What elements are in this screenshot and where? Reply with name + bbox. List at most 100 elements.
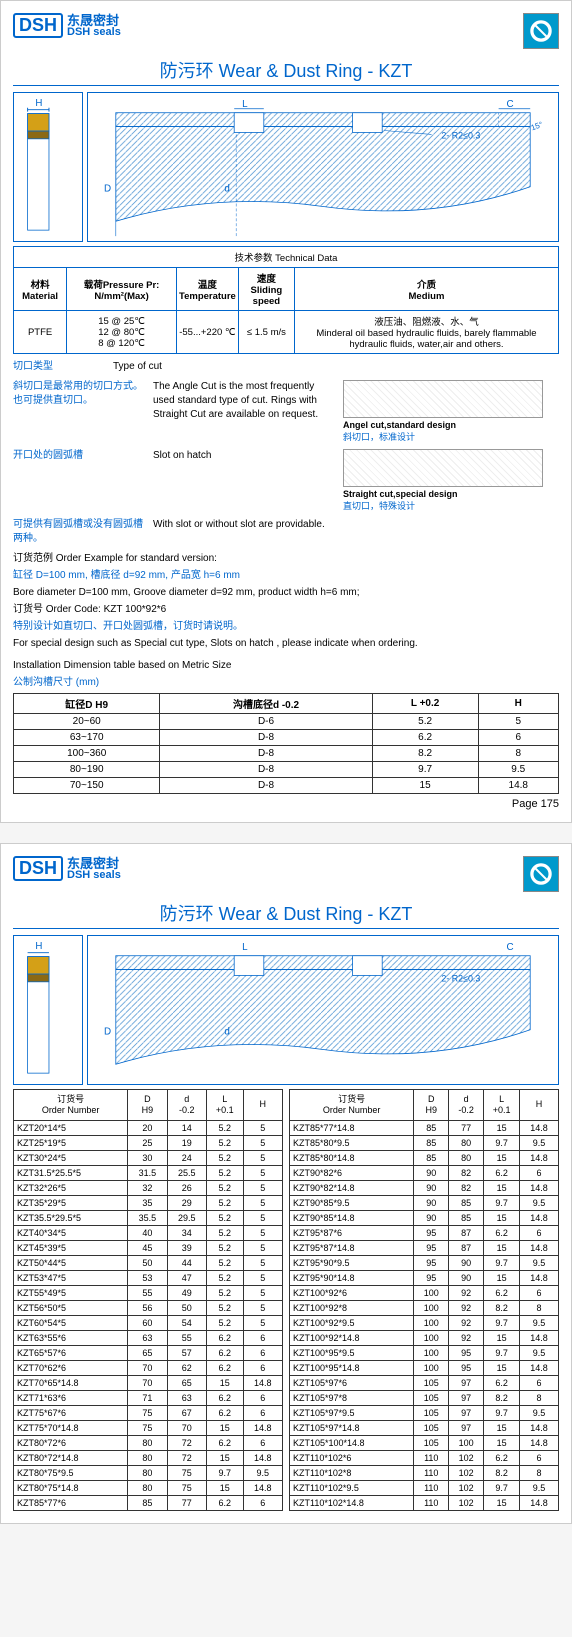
- straight-cut-cn: 直切口，特殊设计: [343, 501, 415, 511]
- svg-text:d: d: [224, 184, 229, 195]
- col-material: 材料Material: [14, 268, 67, 311]
- special-cn: 特别设计如直切口、开口处圆弧槽，订货时请说明。: [13, 620, 559, 634]
- diagram-cross-section: L C 2- R2≤0.3 15° D d: [87, 92, 559, 242]
- slot-label-cn: 开口处的圆弧槽: [13, 449, 143, 463]
- table-row: 80~190D-89.79.5: [14, 762, 559, 778]
- table-row: KZT100*95*9.5100959.79.5: [290, 1345, 559, 1360]
- table-row: KZT70*62*670626.26: [14, 1360, 283, 1375]
- table-row: 20~60D-65.25: [14, 714, 559, 730]
- angle-cut-cn: 斜切口是最常用的切口方式。也可提供直切口。: [13, 380, 143, 408]
- col-medium: 介质Medium: [294, 268, 558, 311]
- table-row: KZT25*19*525195.25: [14, 1135, 283, 1150]
- tech-header: 技术参数 Technical Data: [14, 247, 559, 268]
- straight-cut-diagram: [343, 449, 543, 487]
- table-row: KZT105*100*14.81051001514.8: [290, 1435, 559, 1450]
- install-sub: 公制沟槽尺寸 (mm): [13, 676, 559, 690]
- table-row: KZT100*92*9.5100929.79.5: [290, 1315, 559, 1330]
- table-row: KZT80*75*14.880751514.8: [14, 1480, 283, 1495]
- dim-col-l: L +0.2: [372, 694, 478, 714]
- table-row: KZT71*63*671636.26: [14, 1390, 283, 1405]
- val-medium: 液压油、阻燃液、水、气 Minderal oil based hydraulic…: [294, 311, 558, 354]
- straight-cut-label: Straight cut,special design: [343, 489, 458, 499]
- svg-text:H: H: [35, 941, 42, 952]
- table-row: KZT63*55*663556.26: [14, 1330, 283, 1345]
- table-row: KZT31.5*25.5*531.525.55.25: [14, 1165, 283, 1180]
- table-row: KZT100*95*14.8100951514.8: [290, 1360, 559, 1375]
- svg-text:2- R2≤0.3: 2- R2≤0.3: [441, 973, 480, 983]
- page-number: Page 175: [13, 798, 559, 810]
- logo-mark: DSH: [13, 13, 63, 38]
- page-header: DSH 东晟密封 DSH seals: [13, 13, 559, 49]
- val-pressure: 15 @ 25℃ 12 @ 80℃ 8 @ 120℃: [67, 311, 177, 354]
- val-speed: ≤ 1.5 m/s: [238, 311, 294, 354]
- table-row: KZT90*82*690826.26: [290, 1165, 559, 1180]
- technical-data-table: 技术参数 Technical Data 材料Material 载荷Pressur…: [13, 246, 559, 354]
- label-h: H: [35, 98, 42, 109]
- special-en: For special design such as Special cut t…: [13, 637, 559, 651]
- page-header-2: DSH 东晟密封 DSH seals: [13, 856, 559, 892]
- angel-cut-cn: 斜切口，标准设计: [343, 432, 415, 442]
- slot-label-en: Slot on hatch: [153, 449, 333, 463]
- order-example-cn: 缸径 D=100 mm, 槽底径 d=92 mm, 产品宽 h=6 mm: [13, 569, 559, 583]
- svg-text:D: D: [104, 1027, 111, 1038]
- svg-text:d: d: [224, 1027, 229, 1038]
- table-row: KZT75*67*675676.26: [14, 1405, 283, 1420]
- angle-cut-en: The Angle Cut is the most frequently use…: [153, 380, 333, 422]
- table-row: KZT95*90*9.595909.79.5: [290, 1255, 559, 1270]
- table-row: KZT40*34*540345.25: [14, 1225, 283, 1240]
- table-row: KZT90*82*14.890821514.8: [290, 1180, 559, 1195]
- table-row: KZT100*92*14.8100921514.8: [290, 1330, 559, 1345]
- page-title-2: 防污环 Wear & Dust Ring - KZT: [13, 900, 559, 929]
- order-table-right: 订货号Order Number D H9 d -0.2 L +0.1 H KZT…: [289, 1089, 559, 1511]
- dim-col-d: 缸径D H9: [14, 694, 160, 714]
- slot-desc-en: With slot or without slot are providable…: [153, 518, 333, 532]
- svg-text:L: L: [242, 942, 248, 953]
- ring-icon: [523, 13, 559, 49]
- order-code: 订货号 Order Code: KZT 100*92*6: [13, 603, 559, 617]
- dim-col-groove: 沟槽底径d -0.2: [160, 694, 372, 714]
- svg-text:L: L: [242, 99, 248, 110]
- table-row: KZT32*26*532265.25: [14, 1180, 283, 1195]
- angle-cut-diagram: [343, 380, 543, 418]
- table-row: KZT35*29*535295.25: [14, 1195, 283, 1210]
- order-example-header: 订货范例 Order Example for standard version:: [13, 552, 559, 566]
- table-row: KZT55*49*555495.25: [14, 1285, 283, 1300]
- col-temp: 温度Temperature: [177, 268, 239, 311]
- table-row: KZT75*70*14.875701514.8: [14, 1420, 283, 1435]
- table-row: KZT85*80*9.585809.79.5: [290, 1135, 559, 1150]
- cut-type-label-en: Type of cut: [113, 360, 203, 374]
- table-row: KZT60*54*560545.25: [14, 1315, 283, 1330]
- svg-text:D: D: [104, 184, 111, 195]
- logo-2: DSH 东晟密封 DSH seals: [13, 856, 121, 881]
- table-row: KZT70*65*14.870651514.8: [14, 1375, 283, 1390]
- table-row: KZT56*50*556505.25: [14, 1300, 283, 1315]
- diagram-side-view-2: H: [13, 935, 83, 1085]
- svg-text:C: C: [507, 99, 514, 110]
- table-row: KZT105*97*8105978.28: [290, 1390, 559, 1405]
- logo-cn: 东晟密封: [67, 14, 121, 27]
- diagram-area-2: H L C 2- R2≤0.3 D d: [13, 935, 559, 1085]
- table-row: KZT85*77*14.885771514.8: [290, 1120, 559, 1135]
- table-row: KZT50*44*550445.25: [14, 1255, 283, 1270]
- logo: DSH 东晟密封 DSH seals: [13, 13, 121, 38]
- diagram-area: H L C: [13, 92, 559, 242]
- table-row: KZT110*102*9.51101029.79.5: [290, 1480, 559, 1495]
- table-row: KZT95*87*14.895871514.8: [290, 1240, 559, 1255]
- table-row: KZT65*57*665576.26: [14, 1345, 283, 1360]
- install-header: Installation Dimension table based on Me…: [13, 659, 559, 673]
- table-row: 100~360D-88.28: [14, 746, 559, 762]
- table-row: KZT20*14*520145.25: [14, 1120, 283, 1135]
- table-row: 63~170D-86.26: [14, 730, 559, 746]
- table-row: KZT85*77*685776.26: [14, 1495, 283, 1510]
- table-row: KZT85*80*14.885801514.8: [290, 1150, 559, 1165]
- table-row: KZT30*24*530245.25: [14, 1150, 283, 1165]
- table-row: KZT105*97*6105976.26: [290, 1375, 559, 1390]
- table-row: KZT110*102*61101026.26: [290, 1450, 559, 1465]
- diagram-cross-section-2: L C 2- R2≤0.3 D d: [87, 935, 559, 1085]
- col-speed: 速度Sliding speed: [238, 268, 294, 311]
- page-title: 防污环 Wear & Dust Ring - KZT: [13, 57, 559, 86]
- order-table-left: 订货号Order Number D H9 d -0.2 L +0.1 H KZT…: [13, 1089, 283, 1511]
- dimension-table: 缸径D H9 沟槽底径d -0.2 L +0.2 H 20~60D-65.256…: [13, 693, 559, 794]
- cut-illustrations: Angel cut,standard design斜切口，标准设计: [343, 380, 543, 443]
- table-row: KZT95*90*14.895901514.8: [290, 1270, 559, 1285]
